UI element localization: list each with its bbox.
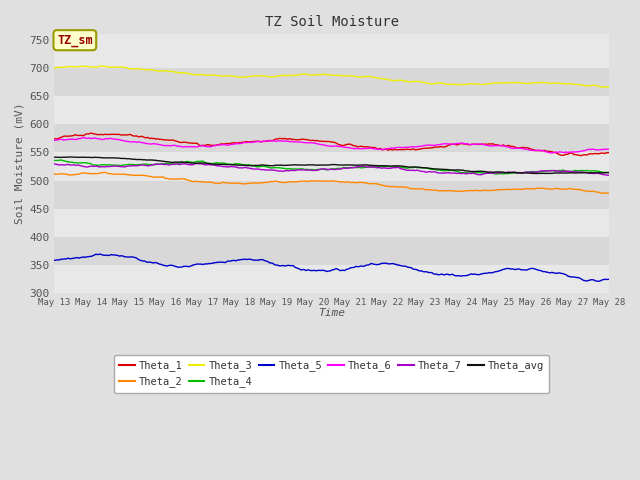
- Text: TZ_sm: TZ_sm: [57, 34, 93, 47]
- Bar: [54, 265, 609, 293]
- X-axis label: Time: Time: [318, 308, 345, 318]
- Bar: [54, 96, 609, 124]
- Y-axis label: Soil Moisture (mV): Soil Moisture (mV): [15, 103, 25, 225]
- Bar: [54, 40, 609, 68]
- Legend: Theta_1, Theta_2, Theta_3, Theta_4, Theta_5, Theta_6, Theta_7, Theta_avg: Theta_1, Theta_2, Theta_3, Theta_4, Thet…: [114, 355, 549, 393]
- Bar: [54, 180, 609, 209]
- Title: TZ Soil Moisture: TZ Soil Moisture: [264, 15, 399, 29]
- Bar: [54, 237, 609, 265]
- Bar: [54, 68, 609, 96]
- Bar: [54, 153, 609, 180]
- Bar: [54, 124, 609, 153]
- Bar: [54, 209, 609, 237]
